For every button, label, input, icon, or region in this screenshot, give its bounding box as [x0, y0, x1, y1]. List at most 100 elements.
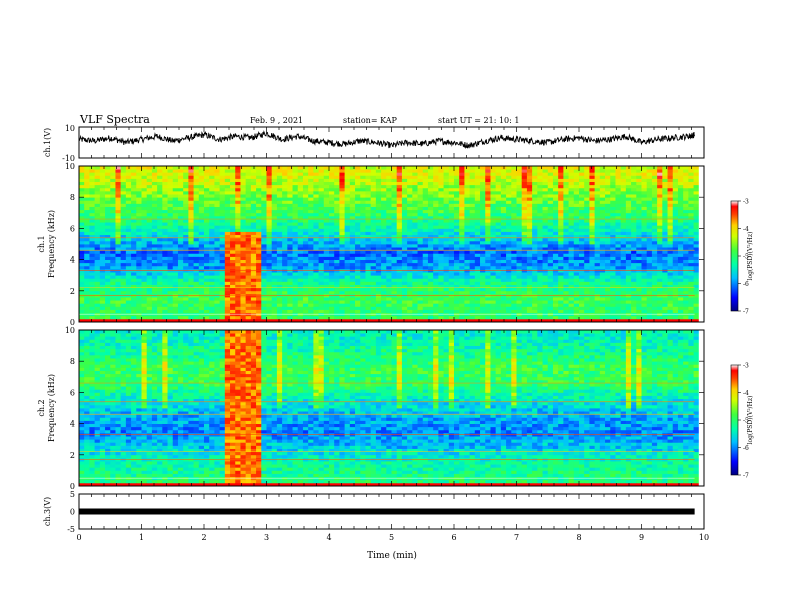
spectrogram-cell: [365, 309, 372, 314]
spectrogram-cell: [329, 237, 335, 242]
spectrogram-cell: [485, 172, 491, 176]
spectrogram-cell: [417, 215, 424, 220]
spectrogram-cell: [443, 272, 450, 276]
spectrogram-cell: [370, 244, 377, 248]
spectrogram-cell: [521, 215, 528, 220]
spectrogram-cell: [469, 190, 476, 195]
spectrogram-cell: [157, 253, 163, 257]
spectrogram-cell: [276, 194, 283, 198]
spectrogram-cell: [401, 262, 408, 267]
spectrogram-cell: [495, 234, 502, 239]
spectrogram-cell: [230, 228, 236, 232]
spectrogram-cell: [240, 303, 247, 307]
spectrogram-cell: [183, 190, 189, 195]
spectrogram-cell: [287, 259, 293, 264]
spectrogram-cell: [344, 209, 351, 214]
spectrogram-cell: [276, 240, 283, 245]
spectrogram-cell: [230, 184, 236, 189]
spectrogram-cell: [99, 203, 106, 207]
spectrogram-cell: [422, 265, 429, 270]
spectrogram-cell: [474, 300, 481, 304]
spectrogram-cell: [287, 203, 293, 207]
spectrogram-cell: [318, 231, 325, 236]
spectrogram-cell: [381, 175, 387, 179]
spectrogram-cell: [412, 265, 418, 270]
spectrogram-cell: [584, 244, 590, 248]
spectrogram-cell: [245, 278, 252, 282]
spectrogram-cell: [157, 244, 163, 248]
spectrogram-cell: [516, 306, 523, 310]
spectrogram-cell: [417, 281, 424, 285]
spectrogram-cell: [454, 240, 460, 245]
spectrogram-cell: [115, 318, 122, 323]
spectrogram-cell: [464, 284, 471, 289]
spectrogram-cell: [469, 172, 476, 176]
spectrogram-cell: [584, 228, 590, 232]
spectrogram-cell: [198, 225, 205, 229]
spectrogram-cell: [136, 178, 142, 182]
spectrogram-cell: [552, 309, 559, 314]
spectrogram-cell: [292, 306, 299, 310]
spectrogram-cell: [349, 187, 356, 192]
spectrogram-cell: [542, 187, 549, 192]
spectrogram-cell: [79, 303, 85, 307]
spectrogram-cell: [552, 253, 559, 257]
spectrogram-cell: [131, 200, 137, 204]
spectrogram-cell: [131, 259, 137, 264]
spectrogram-cell: [256, 247, 262, 251]
spectrogram-cell: [115, 275, 122, 279]
spectrogram-cell: [204, 175, 210, 179]
spectrogram-cell: [162, 290, 168, 295]
spectrogram-cell: [579, 306, 585, 310]
spectrogram-cell: [177, 215, 184, 220]
spectrogram-cell: [521, 284, 528, 289]
spectrogram-cell: [146, 284, 153, 289]
spectrogram-cell: [391, 190, 398, 195]
spectrogram-cell: [146, 197, 153, 201]
spectrogram-cell: [146, 318, 153, 323]
spectrogram-cell: [146, 256, 153, 260]
spectrogram-cell: [521, 290, 528, 295]
spectrogram-cell: [334, 272, 340, 276]
spectrogram-cell: [250, 306, 257, 310]
spectrogram-cell: [214, 250, 221, 254]
spectrogram-cell: [547, 290, 554, 295]
spectrogram-cell: [563, 278, 569, 282]
spectrogram-cell: [480, 259, 486, 264]
spectrogram-cell: [141, 228, 148, 232]
spectrogram-cell: [157, 309, 163, 314]
spectrogram-cell: [568, 212, 575, 217]
spectrogram-cell: [323, 309, 330, 314]
spectrogram-cell: [469, 262, 476, 267]
spectrogram-cell: [308, 206, 314, 211]
spectrogram-cell: [443, 184, 450, 189]
spectrogram-cell: [266, 237, 273, 242]
spectrogram-cell: [125, 197, 132, 201]
spectrogram-cell: [230, 194, 236, 198]
spectrogram-cell: [240, 265, 247, 270]
spectrogram-cell: [547, 250, 554, 254]
spectrogram-cell: [433, 237, 439, 242]
spectrogram-cell: [84, 237, 90, 242]
spectrogram-cell: [89, 219, 96, 223]
spectrogram-cell: [339, 250, 346, 254]
spectrogram-cell: [547, 197, 554, 201]
spectrogram-cell: [412, 197, 418, 201]
spectrogram-cell: [443, 209, 450, 214]
spectrogram-cell: [391, 247, 398, 251]
spectrogram-cell: [339, 225, 346, 229]
spectrogram-cell: [167, 240, 174, 245]
spectrogram-cell: [448, 209, 455, 214]
spectrogram-cell: [469, 219, 476, 223]
spectrogram-cell: [287, 309, 293, 314]
spectrogram-cell: [318, 166, 325, 170]
spectrogram-cell: [125, 215, 132, 220]
spectrogram-cell: [188, 200, 194, 204]
spectrogram-cell: [261, 194, 267, 198]
spectrogram-cell: [313, 181, 319, 186]
spectrogram-cell: [131, 315, 137, 320]
spectrogram-cell: [131, 265, 137, 270]
spectrogram-cell: [334, 172, 340, 176]
spectrogram-cell: [167, 166, 174, 170]
spectrogram-cell: [422, 212, 429, 217]
